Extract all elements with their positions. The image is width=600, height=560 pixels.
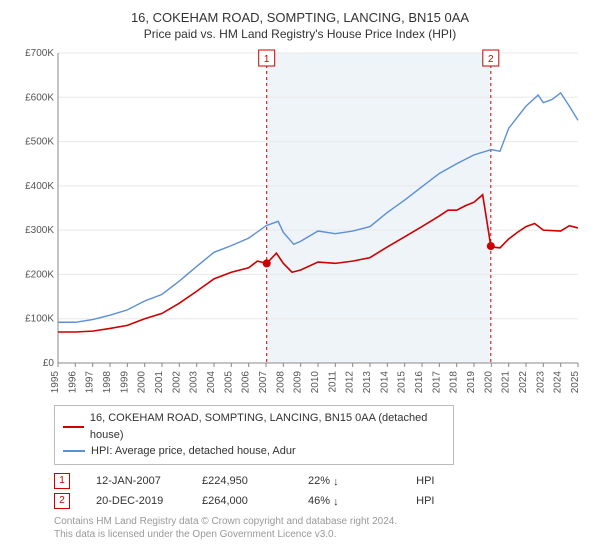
y-tick-label: £500K bbox=[25, 137, 54, 148]
x-tick-label: 2022 bbox=[518, 371, 529, 394]
x-tick-label: 2004 bbox=[206, 371, 217, 394]
annotation-table: 1 12-JAN-2007 £224,950 22% ↓ HPI 2 20-DEC-201… bbox=[54, 473, 586, 509]
marker-num-top: 2 bbox=[488, 54, 494, 65]
annotation-date: 12-JAN-2007 bbox=[96, 475, 176, 487]
annotation-date: 20-DEC-2019 bbox=[96, 495, 176, 507]
x-tick-label: 2009 bbox=[293, 371, 304, 394]
footer-line-1: Contains HM Land Registry data © Crown c… bbox=[54, 515, 586, 528]
y-tick-label: £300K bbox=[25, 225, 54, 236]
annotation-delta: 22% ↓ HPI bbox=[308, 475, 434, 487]
legend-label: 16, COKEHAM ROAD, SOMPTING, LANCING, BN1… bbox=[90, 410, 445, 443]
x-tick-label: 2018 bbox=[449, 371, 460, 394]
x-tick-label: 2006 bbox=[241, 371, 252, 394]
x-tick-label: 2003 bbox=[189, 371, 200, 394]
annotation-row: 2 20-DEC-2019 £264,000 46% ↓ HPI bbox=[54, 493, 586, 509]
x-tick-label: 1999 bbox=[119, 371, 130, 394]
chart-title-address: 16, COKEHAM ROAD, SOMPTING, LANCING, BN1… bbox=[14, 10, 586, 25]
y-tick-label: £0 bbox=[43, 358, 55, 369]
annotation-price: £264,000 bbox=[202, 495, 282, 507]
x-tick-label: 2005 bbox=[223, 371, 234, 394]
legend-swatch bbox=[63, 426, 84, 428]
x-tick-label: 2016 bbox=[414, 371, 425, 394]
x-tick-label: 1997 bbox=[85, 371, 96, 394]
x-tick-label: 2008 bbox=[275, 371, 286, 394]
chart-subtitle: Price paid vs. HM Land Registry's House … bbox=[14, 27, 586, 41]
x-tick-label: 2023 bbox=[535, 371, 546, 394]
x-tick-label: 1998 bbox=[102, 371, 113, 394]
annotation-price: £224,950 bbox=[202, 475, 282, 487]
marker-num-top: 1 bbox=[264, 54, 270, 65]
x-tick-label: 2012 bbox=[345, 371, 356, 394]
legend-row: HPI: Average price, detached house, Adur bbox=[63, 443, 445, 460]
x-tick-label: 2014 bbox=[379, 371, 390, 394]
x-tick-label: 2021 bbox=[501, 371, 512, 394]
annotation-marker-icon: 1 bbox=[54, 473, 70, 489]
x-tick-label: 2017 bbox=[431, 371, 442, 394]
x-tick-label: 2024 bbox=[553, 371, 564, 394]
legend-label: HPI: Average price, detached house, Adur bbox=[91, 443, 296, 460]
x-tick-label: 2001 bbox=[154, 371, 165, 394]
x-tick-label: 1996 bbox=[67, 371, 78, 394]
line-chart-svg: £0 £100K £200K £300K £400K £500K £600K £700K 199… bbox=[14, 47, 586, 397]
chart-legend: 16, COKEHAM ROAD, SOMPTING, LANCING, BN1… bbox=[54, 405, 454, 465]
chart-title-block: 16, COKEHAM ROAD, SOMPTING, LANCING, BN1… bbox=[14, 10, 586, 41]
x-tick-label: 2002 bbox=[171, 371, 182, 394]
annotation-marker-icon: 2 bbox=[54, 493, 70, 509]
x-tick-label: 1995 bbox=[50, 371, 61, 394]
x-tick-label: 2010 bbox=[310, 371, 321, 394]
y-tick-label: £100K bbox=[25, 314, 54, 325]
x-tick-label: 2000 bbox=[137, 371, 148, 394]
shaded-region bbox=[267, 53, 491, 363]
x-tick-label: 2007 bbox=[258, 371, 269, 394]
annotation-delta: 46% ↓ HPI bbox=[308, 495, 434, 507]
legend-row: 16, COKEHAM ROAD, SOMPTING, LANCING, BN1… bbox=[63, 410, 445, 443]
footer-line-2: This data is licensed under the Open Gov… bbox=[54, 528, 586, 541]
y-tick-label: £700K bbox=[25, 48, 54, 59]
legend-swatch bbox=[63, 450, 85, 452]
footer-attribution: Contains HM Land Registry data © Crown c… bbox=[54, 515, 586, 541]
annotation-row: 1 12-JAN-2007 £224,950 22% ↓ HPI bbox=[54, 473, 586, 489]
chart-area: £0 £100K £200K £300K £400K £500K £600K £700K 199… bbox=[14, 47, 586, 397]
x-tick-label: 2011 bbox=[327, 371, 338, 393]
x-tick-label: 2025 bbox=[570, 371, 581, 394]
y-tick-label: £400K bbox=[25, 181, 54, 192]
marker-dot bbox=[263, 259, 271, 267]
x-tick-label: 2020 bbox=[483, 371, 494, 394]
y-tick-label: £600K bbox=[25, 92, 54, 103]
x-tick-label: 2015 bbox=[397, 371, 408, 394]
y-tick-label: £200K bbox=[25, 269, 54, 280]
marker-dot bbox=[487, 242, 495, 250]
x-tick-label: 2013 bbox=[362, 371, 373, 394]
x-tick-label: 2019 bbox=[466, 371, 477, 394]
